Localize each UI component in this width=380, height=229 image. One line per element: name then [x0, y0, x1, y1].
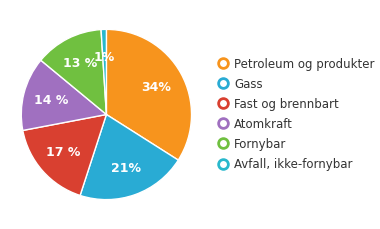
Text: 17 %: 17 %: [46, 146, 81, 159]
Wedge shape: [101, 29, 106, 114]
Wedge shape: [21, 60, 106, 131]
Wedge shape: [106, 29, 192, 160]
Wedge shape: [80, 114, 178, 200]
Wedge shape: [23, 114, 106, 196]
Text: 21%: 21%: [111, 162, 141, 175]
Text: 1%: 1%: [94, 51, 115, 64]
Text: 13 %: 13 %: [63, 57, 98, 70]
Wedge shape: [41, 30, 106, 114]
Text: 34%: 34%: [141, 81, 171, 93]
Text: 14 %: 14 %: [34, 94, 68, 107]
Legend: Petroleum og produkter, Gass, Fast og brennbart, Atomkraft, Fornybar, Avfall, ik: Petroleum og produkter, Gass, Fast og br…: [219, 58, 375, 171]
